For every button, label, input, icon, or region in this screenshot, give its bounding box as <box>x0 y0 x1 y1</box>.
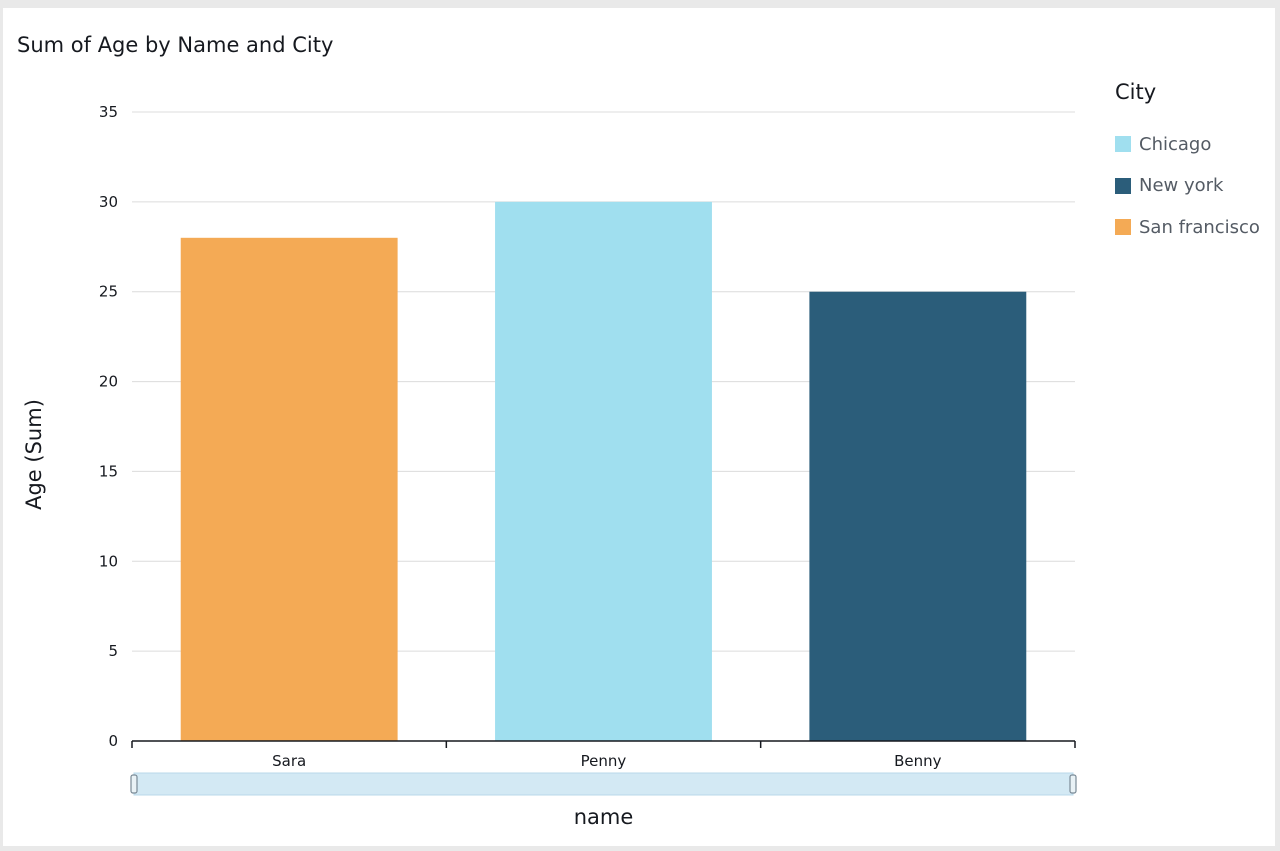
y-tick-label: 25 <box>99 283 118 301</box>
range-slider-right-handle[interactable] <box>1069 774 1077 794</box>
y-axis-label: Age (Sum) <box>22 399 46 510</box>
legend-swatch <box>1115 177 1131 194</box>
legend-swatch <box>1115 219 1131 235</box>
range-slider-track[interactable] <box>133 772 1074 796</box>
legend-item-san-francisco[interactable]: San francisco <box>1115 216 1260 238</box>
y-tick-label: 10 <box>99 552 118 570</box>
legend: City Chicago New york San francisco <box>1115 80 1260 259</box>
x-axis-label: name <box>574 805 634 829</box>
y-tick-label: 0 <box>108 732 118 750</box>
x-tick-label: Benny <box>894 752 942 770</box>
chart-card: Sum of Age by Name and City 0 5 10 15 20 25 30… <box>3 8 1275 846</box>
y-tick-label: 35 <box>99 103 118 121</box>
x-tick-label: Penny <box>581 752 627 770</box>
bar-benny[interactable] <box>809 291 1027 741</box>
legend-label: Chicago <box>1139 133 1212 155</box>
legend-swatch <box>1115 136 1131 152</box>
legend-item-new-york[interactable]: New york <box>1115 175 1260 196</box>
legend-item-chicago[interactable]: Chicago <box>1115 133 1260 155</box>
chart-title: Sum of Age by Name and City <box>17 33 334 57</box>
bar-chart: 0 5 10 15 20 25 30 35 Age (Sum) Sara Penny Benny nam… <box>22 103 1077 829</box>
x-tick-label: Sara <box>272 752 306 770</box>
legend-label: San francisco <box>1139 216 1260 238</box>
range-slider-left-handle[interactable] <box>130 774 138 794</box>
y-tick-label: 30 <box>99 193 118 211</box>
bar-sara[interactable] <box>180 237 398 742</box>
legend-label: New york <box>1139 175 1224 196</box>
y-tick-label: 5 <box>108 642 118 660</box>
y-tick-label: 15 <box>99 462 118 480</box>
legend-title: City <box>1115 80 1157 104</box>
bar-penny[interactable] <box>495 201 712 741</box>
y-tick-label: 20 <box>99 373 118 391</box>
